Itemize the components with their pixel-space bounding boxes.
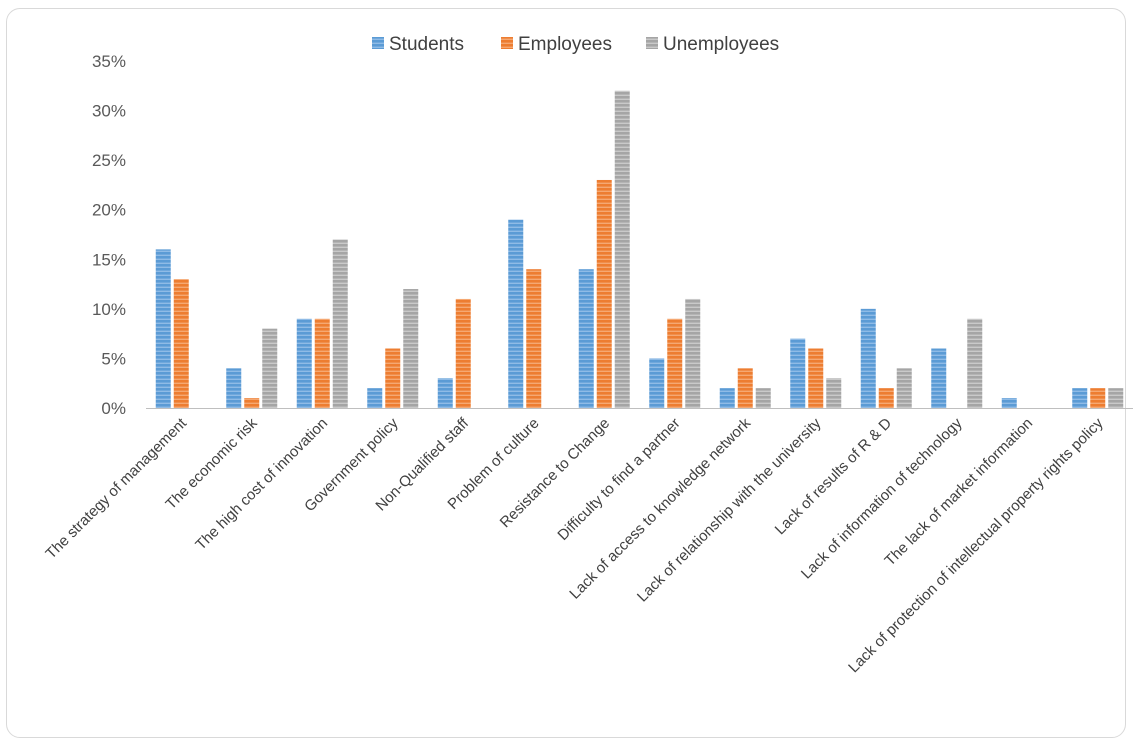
bar-employees	[737, 368, 753, 408]
bar-unemployees	[967, 318, 983, 408]
bar-students	[719, 388, 735, 408]
bar-unemployees	[332, 239, 348, 408]
x-tick-label: The high cost of innovation	[192, 415, 331, 554]
bar-students	[155, 249, 171, 408]
bar-unemployees	[1108, 388, 1124, 408]
bar-students	[649, 358, 665, 408]
bar-unemployees	[403, 289, 419, 408]
bar-employees	[667, 318, 683, 408]
bar-unemployees	[685, 298, 701, 408]
bar-employees	[596, 179, 612, 408]
bar-employees	[314, 318, 330, 408]
bar-employees	[1090, 388, 1106, 408]
x-tick-label: Difficulty to find a partner	[554, 415, 683, 544]
y-tick-label: 25%	[92, 151, 126, 170]
legend-swatch-unemployees	[646, 37, 658, 49]
legend-label-employees: Employees	[518, 34, 612, 55]
bar-unemployees	[755, 388, 771, 408]
legend-label-students: Students	[389, 34, 464, 55]
bar-employees	[526, 269, 542, 408]
y-tick-label: 35%	[92, 52, 126, 71]
bar-students	[226, 368, 242, 408]
y-axis: 0% 5% 10% 15% 20% 25% 30% 35%	[92, 52, 126, 418]
bar-unemployees	[896, 368, 912, 408]
y-tick-label: 0%	[101, 399, 126, 418]
bar-students	[578, 269, 594, 408]
x-tick-label: The strategy of management	[42, 414, 190, 562]
x-tick-label: Lack of results of R & D	[772, 415, 896, 539]
bar-students	[508, 219, 524, 408]
bar-unemployees	[826, 378, 842, 408]
bar-students	[367, 388, 383, 408]
bar-students	[296, 318, 312, 408]
legend-swatch-employees	[501, 37, 513, 49]
bar-employees	[808, 348, 824, 408]
legend-label-unemployees: Unemployees	[663, 34, 779, 55]
y-tick-label: 20%	[92, 201, 126, 220]
legend: Students Employees Unemployees	[372, 34, 779, 55]
x-tick-label: The lack of market information	[881, 415, 1036, 570]
bar-employees	[455, 298, 471, 408]
bar-unemployees	[262, 328, 278, 408]
y-tick-label: 15%	[92, 250, 126, 269]
x-tick-label: Lack of protection of intellectual prope…	[845, 414, 1107, 676]
bar-employees	[173, 279, 189, 408]
bar-students	[437, 378, 453, 408]
bar-employees	[244, 398, 260, 408]
y-tick-label: 10%	[92, 300, 126, 319]
bar-students	[1001, 398, 1017, 408]
bar-employees	[385, 348, 401, 408]
bar-students	[1072, 388, 1088, 408]
y-tick-label: 5%	[101, 349, 126, 368]
bar-students	[860, 308, 876, 408]
bar-students	[931, 348, 947, 408]
bar-students	[790, 338, 806, 408]
bars	[155, 90, 1124, 408]
bar-unemployees	[614, 90, 630, 408]
y-tick-label: 30%	[92, 102, 126, 121]
bar-employees	[878, 388, 894, 408]
legend-swatch-students	[372, 37, 384, 49]
